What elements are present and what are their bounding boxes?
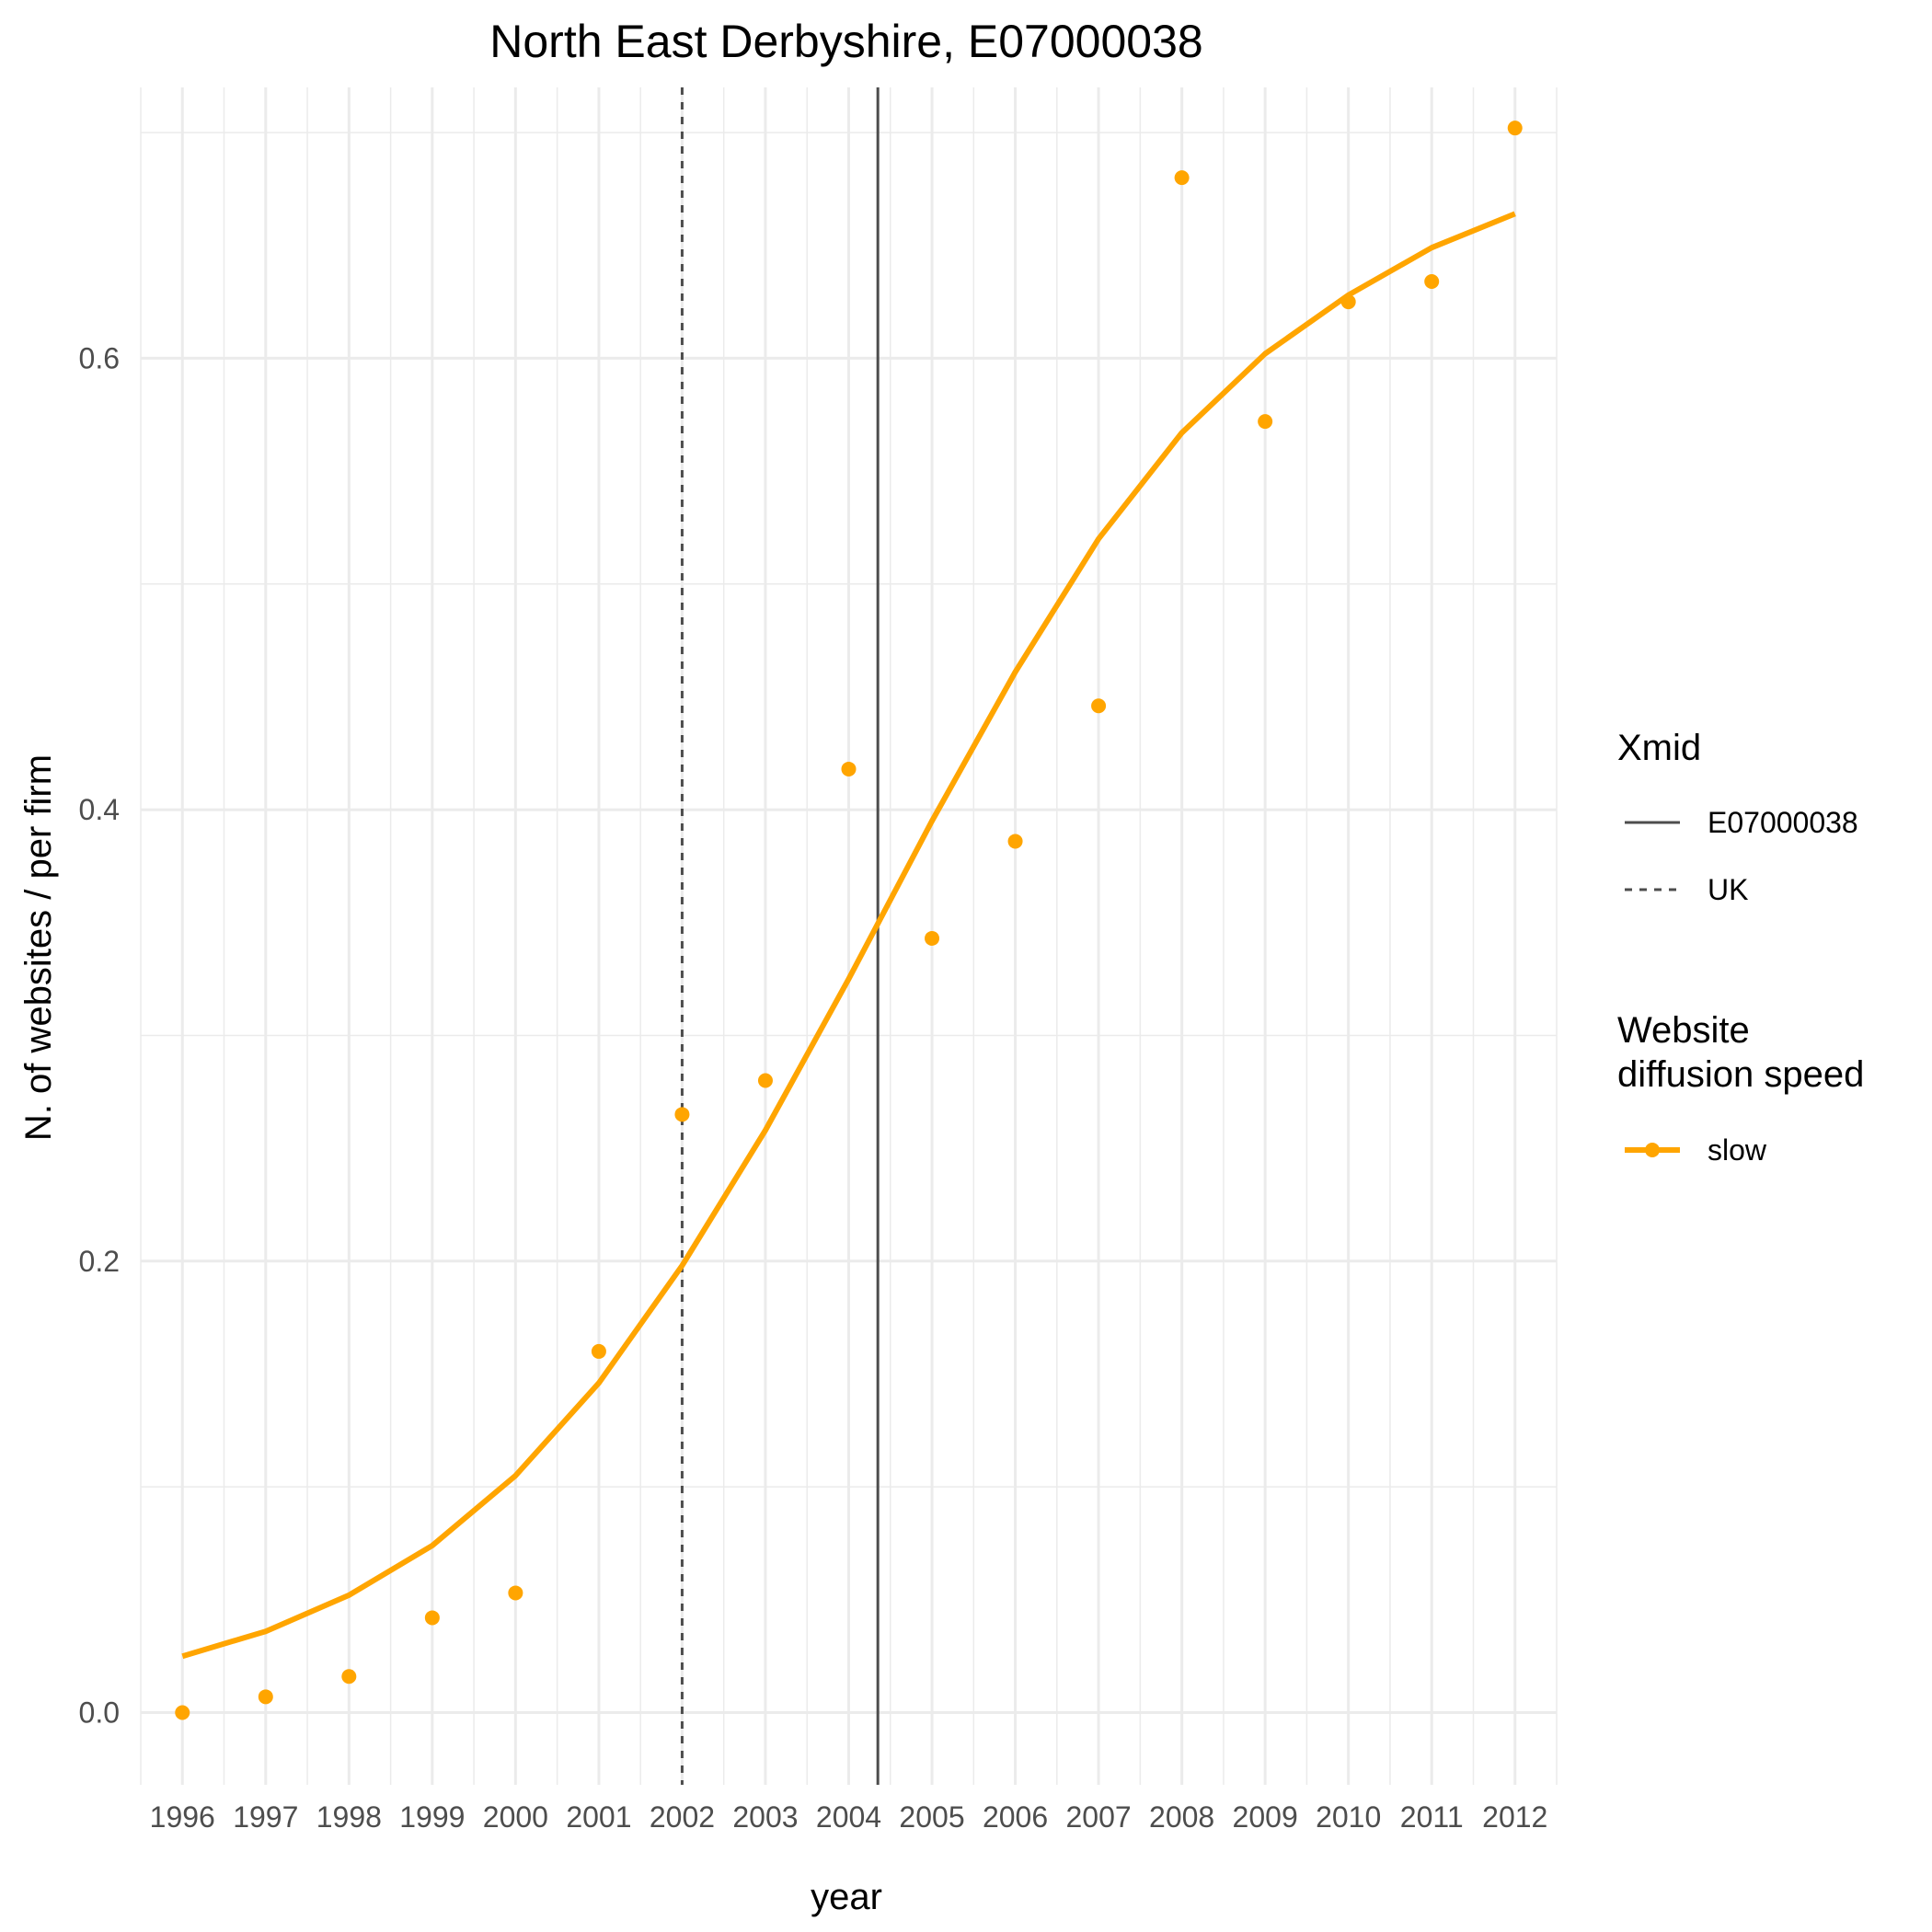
data-point <box>424 1610 440 1626</box>
reference-lines <box>680 87 880 1785</box>
data-point <box>925 930 940 946</box>
legend-label-e07000038: E07000038 <box>1708 806 1858 839</box>
x-tick-label: 1996 <box>150 1800 215 1834</box>
x-tick-label: 1999 <box>399 1800 465 1834</box>
x-tick-label: 2009 <box>1233 1800 1298 1834</box>
data-point <box>1174 170 1190 186</box>
chart-title: North East Derbyshire, E07000038 <box>489 16 1202 67</box>
x-axis-ticks: 1996 1997 1998 1999 2000 2001 2002 2003 2004 2005… <box>150 1800 1548 1834</box>
data-point <box>841 761 857 776</box>
x-tick-label: 1997 <box>233 1800 298 1834</box>
data-point <box>1507 121 1523 136</box>
legend-xmid-title: Xmid <box>1617 728 1701 768</box>
legend: Xmid E07000038 UK Website diffusion spee… <box>1617 728 1864 1167</box>
y-axis-title: N. of websites / per firm <box>18 754 59 1141</box>
x-tick-label: 1998 <box>316 1800 382 1834</box>
legend-key-slow-point <box>1645 1143 1660 1157</box>
x-tick-label: 2000 <box>483 1800 548 1834</box>
x-tick-label: 2005 <box>899 1800 964 1834</box>
data-point <box>175 1705 190 1720</box>
x-tick-label: 2002 <box>650 1800 715 1834</box>
data-point <box>1258 414 1273 430</box>
y-tick-label: 0.6 <box>79 341 120 374</box>
x-tick-label: 2010 <box>1316 1800 1381 1834</box>
series-line-slow <box>181 211 1516 1660</box>
grid <box>140 87 1558 1785</box>
x-tick-label: 2012 <box>1482 1800 1547 1834</box>
data-point <box>341 1669 357 1685</box>
y-tick-label: 0.0 <box>79 1696 120 1729</box>
data-point <box>1424 273 1440 289</box>
series-lines <box>181 211 1516 1660</box>
legend-label-slow: slow <box>1708 1133 1767 1167</box>
y-axis-ticks: 0.0 0.2 0.4 0.6 <box>79 341 120 1729</box>
x-tick-label: 2001 <box>566 1800 631 1834</box>
legend-speed-title-line2: diffusion speed <box>1617 1054 1864 1095</box>
legend-speed-title-line1: Website <box>1617 1010 1750 1051</box>
series-points <box>175 121 1523 1720</box>
y-tick-label: 0.4 <box>79 793 120 826</box>
x-tick-label: 2006 <box>983 1800 1048 1834</box>
data-point <box>757 1073 773 1088</box>
data-point <box>674 1107 690 1122</box>
x-tick-label: 2007 <box>1065 1800 1131 1834</box>
data-point <box>591 1343 606 1359</box>
data-point <box>1007 834 1023 849</box>
x-axis-title: year <box>811 1877 882 1917</box>
x-tick-label: 2004 <box>816 1800 881 1834</box>
data-point <box>258 1689 273 1705</box>
x-tick-label: 2008 <box>1149 1800 1214 1834</box>
x-tick-label: 2011 <box>1400 1800 1464 1834</box>
data-point <box>1091 698 1107 714</box>
y-tick-label: 0.2 <box>79 1245 120 1278</box>
data-point <box>1340 294 1356 310</box>
data-point <box>508 1585 523 1601</box>
legend-label-uk: UK <box>1708 873 1748 906</box>
x-tick-label: 2003 <box>732 1800 798 1834</box>
